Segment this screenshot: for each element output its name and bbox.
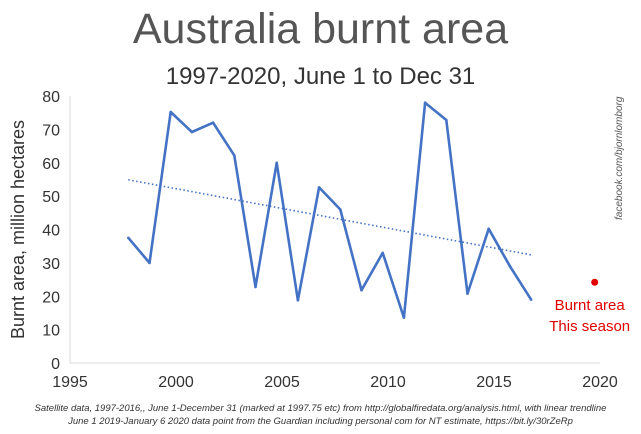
side-credit: facebook.com/bjornlomborg: [614, 96, 625, 220]
data-point: [296, 298, 300, 302]
data-point: [211, 121, 215, 124]
y-tick-label: 80: [42, 89, 60, 106]
chart-area: 0 10 20 30 40 50 60 70 80 1995 2000 2005 2010 2015 202…: [8, 89, 630, 391]
trend-line: [128, 178, 532, 256]
y-tick-label: 20: [42, 289, 60, 306]
y-tick-label: 30: [42, 256, 60, 273]
data-point: [233, 154, 236, 157]
y-tick-label: 10: [42, 323, 60, 340]
data-point: [529, 298, 533, 301]
data-point: [423, 101, 427, 104]
x-tick-label: 2005: [264, 374, 300, 391]
data-point: [466, 292, 469, 295]
x-tick-label: 2020: [582, 374, 618, 391]
data-point: [360, 288, 363, 292]
x-tick-label: 2015: [476, 374, 512, 391]
data-point: [508, 264, 512, 268]
footnote-2: June 1 2019-January 6 2020 data point fr…: [68, 416, 573, 427]
data-point: [339, 208, 342, 211]
data-point: [169, 110, 172, 114]
y-tick-label: 50: [42, 189, 60, 206]
chart-title: Australia burnt area: [132, 5, 509, 53]
this-season-point: [591, 278, 599, 286]
data-point: [127, 236, 130, 240]
x-tick-label: 1995: [52, 374, 88, 391]
y-tick-label: 70: [42, 122, 60, 139]
data-point: [381, 251, 385, 255]
y-tick-label: 60: [42, 156, 60, 173]
x-tick-label: 2010: [370, 374, 406, 391]
footnote-1: Satellite data, 1997-2016,, June 1-Decem…: [34, 403, 607, 414]
data-point: [275, 161, 279, 165]
y-tick-label: 40: [42, 223, 60, 240]
chart-subtitle: 1997-2020, June 1 to Dec 31: [165, 63, 476, 90]
data-point: [148, 261, 151, 265]
series-line: [127, 101, 533, 319]
data-point: [402, 316, 406, 319]
data-point: [254, 285, 257, 289]
data-point: [317, 186, 321, 189]
data-point: [445, 118, 448, 122]
y-axis-label: Burnt area, million hectares: [8, 120, 28, 339]
this-season-label: This season: [549, 318, 630, 335]
x-tick-label: 2000: [158, 374, 194, 391]
data-point: [190, 130, 194, 134]
data-point: [487, 227, 491, 231]
this-season-label: Burnt area: [555, 297, 626, 314]
y-tick-label: 0: [51, 356, 60, 373]
